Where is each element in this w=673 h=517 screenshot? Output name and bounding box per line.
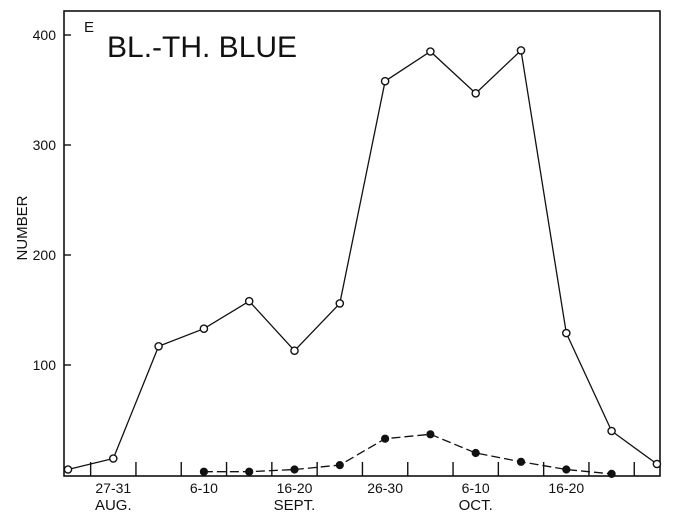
data-point-open (471, 89, 481, 98)
y-tick-label: 400 (33, 27, 57, 43)
series-1 (63, 46, 662, 474)
panel-letter: E (84, 19, 94, 36)
x-month-label: OCT. (459, 497, 493, 514)
data-point-open (63, 465, 73, 474)
data-point-open (199, 324, 209, 334)
x-month-label: AUG. (95, 497, 132, 514)
x-tick-label: 6-10 (462, 480, 490, 496)
data-point-open (562, 328, 571, 338)
data-point-open (426, 47, 435, 56)
data-point-open (380, 76, 390, 86)
data-point-filled (607, 469, 616, 478)
x-axis: 27-31 6-10 16-20 26-30 6-10 16-20 AUG. SEPT. OCT… (89, 462, 635, 514)
y-tick-label: 100 (33, 357, 57, 373)
data-point-open (109, 454, 118, 463)
x-tick-label: 26-30 (367, 480, 403, 496)
data-point-filled (245, 467, 254, 476)
data-point-filled (381, 434, 390, 443)
data-point-filled (516, 457, 526, 466)
series-line (203, 433, 612, 475)
data-point-open (244, 296, 254, 306)
data-point-filled (426, 430, 435, 439)
series-2 (199, 430, 616, 478)
chart-title: BL.-TH. BLUE (107, 31, 297, 64)
data-point-filled (199, 467, 208, 476)
x-tick-label: 16-20 (548, 480, 584, 496)
x-tick-label: 16-20 (277, 480, 313, 496)
data-point-open (290, 346, 299, 356)
data-point-filled (335, 461, 344, 470)
x-tick-label: 27-31 (95, 480, 131, 496)
data-point-filled (562, 465, 571, 474)
x-tick-label: 6-10 (190, 480, 218, 496)
y-axis-label: NUMBER (14, 195, 31, 260)
data-point-filled (471, 448, 480, 458)
series-line (67, 49, 658, 471)
data-point-open (607, 426, 616, 436)
y-tick-label: 200 (33, 247, 57, 263)
data-point-open (335, 299, 345, 308)
data-point-open (516, 46, 526, 55)
data-point-open (652, 459, 662, 469)
y-axis: 100 200 300 400 (33, 27, 71, 373)
data-point-open (154, 341, 163, 351)
data-point-filled (290, 465, 299, 474)
plot-frame (63, 10, 661, 477)
x-month-label: SEPT. (274, 497, 316, 514)
y-tick-label: 300 (33, 137, 57, 153)
series-layer (63, 46, 662, 478)
